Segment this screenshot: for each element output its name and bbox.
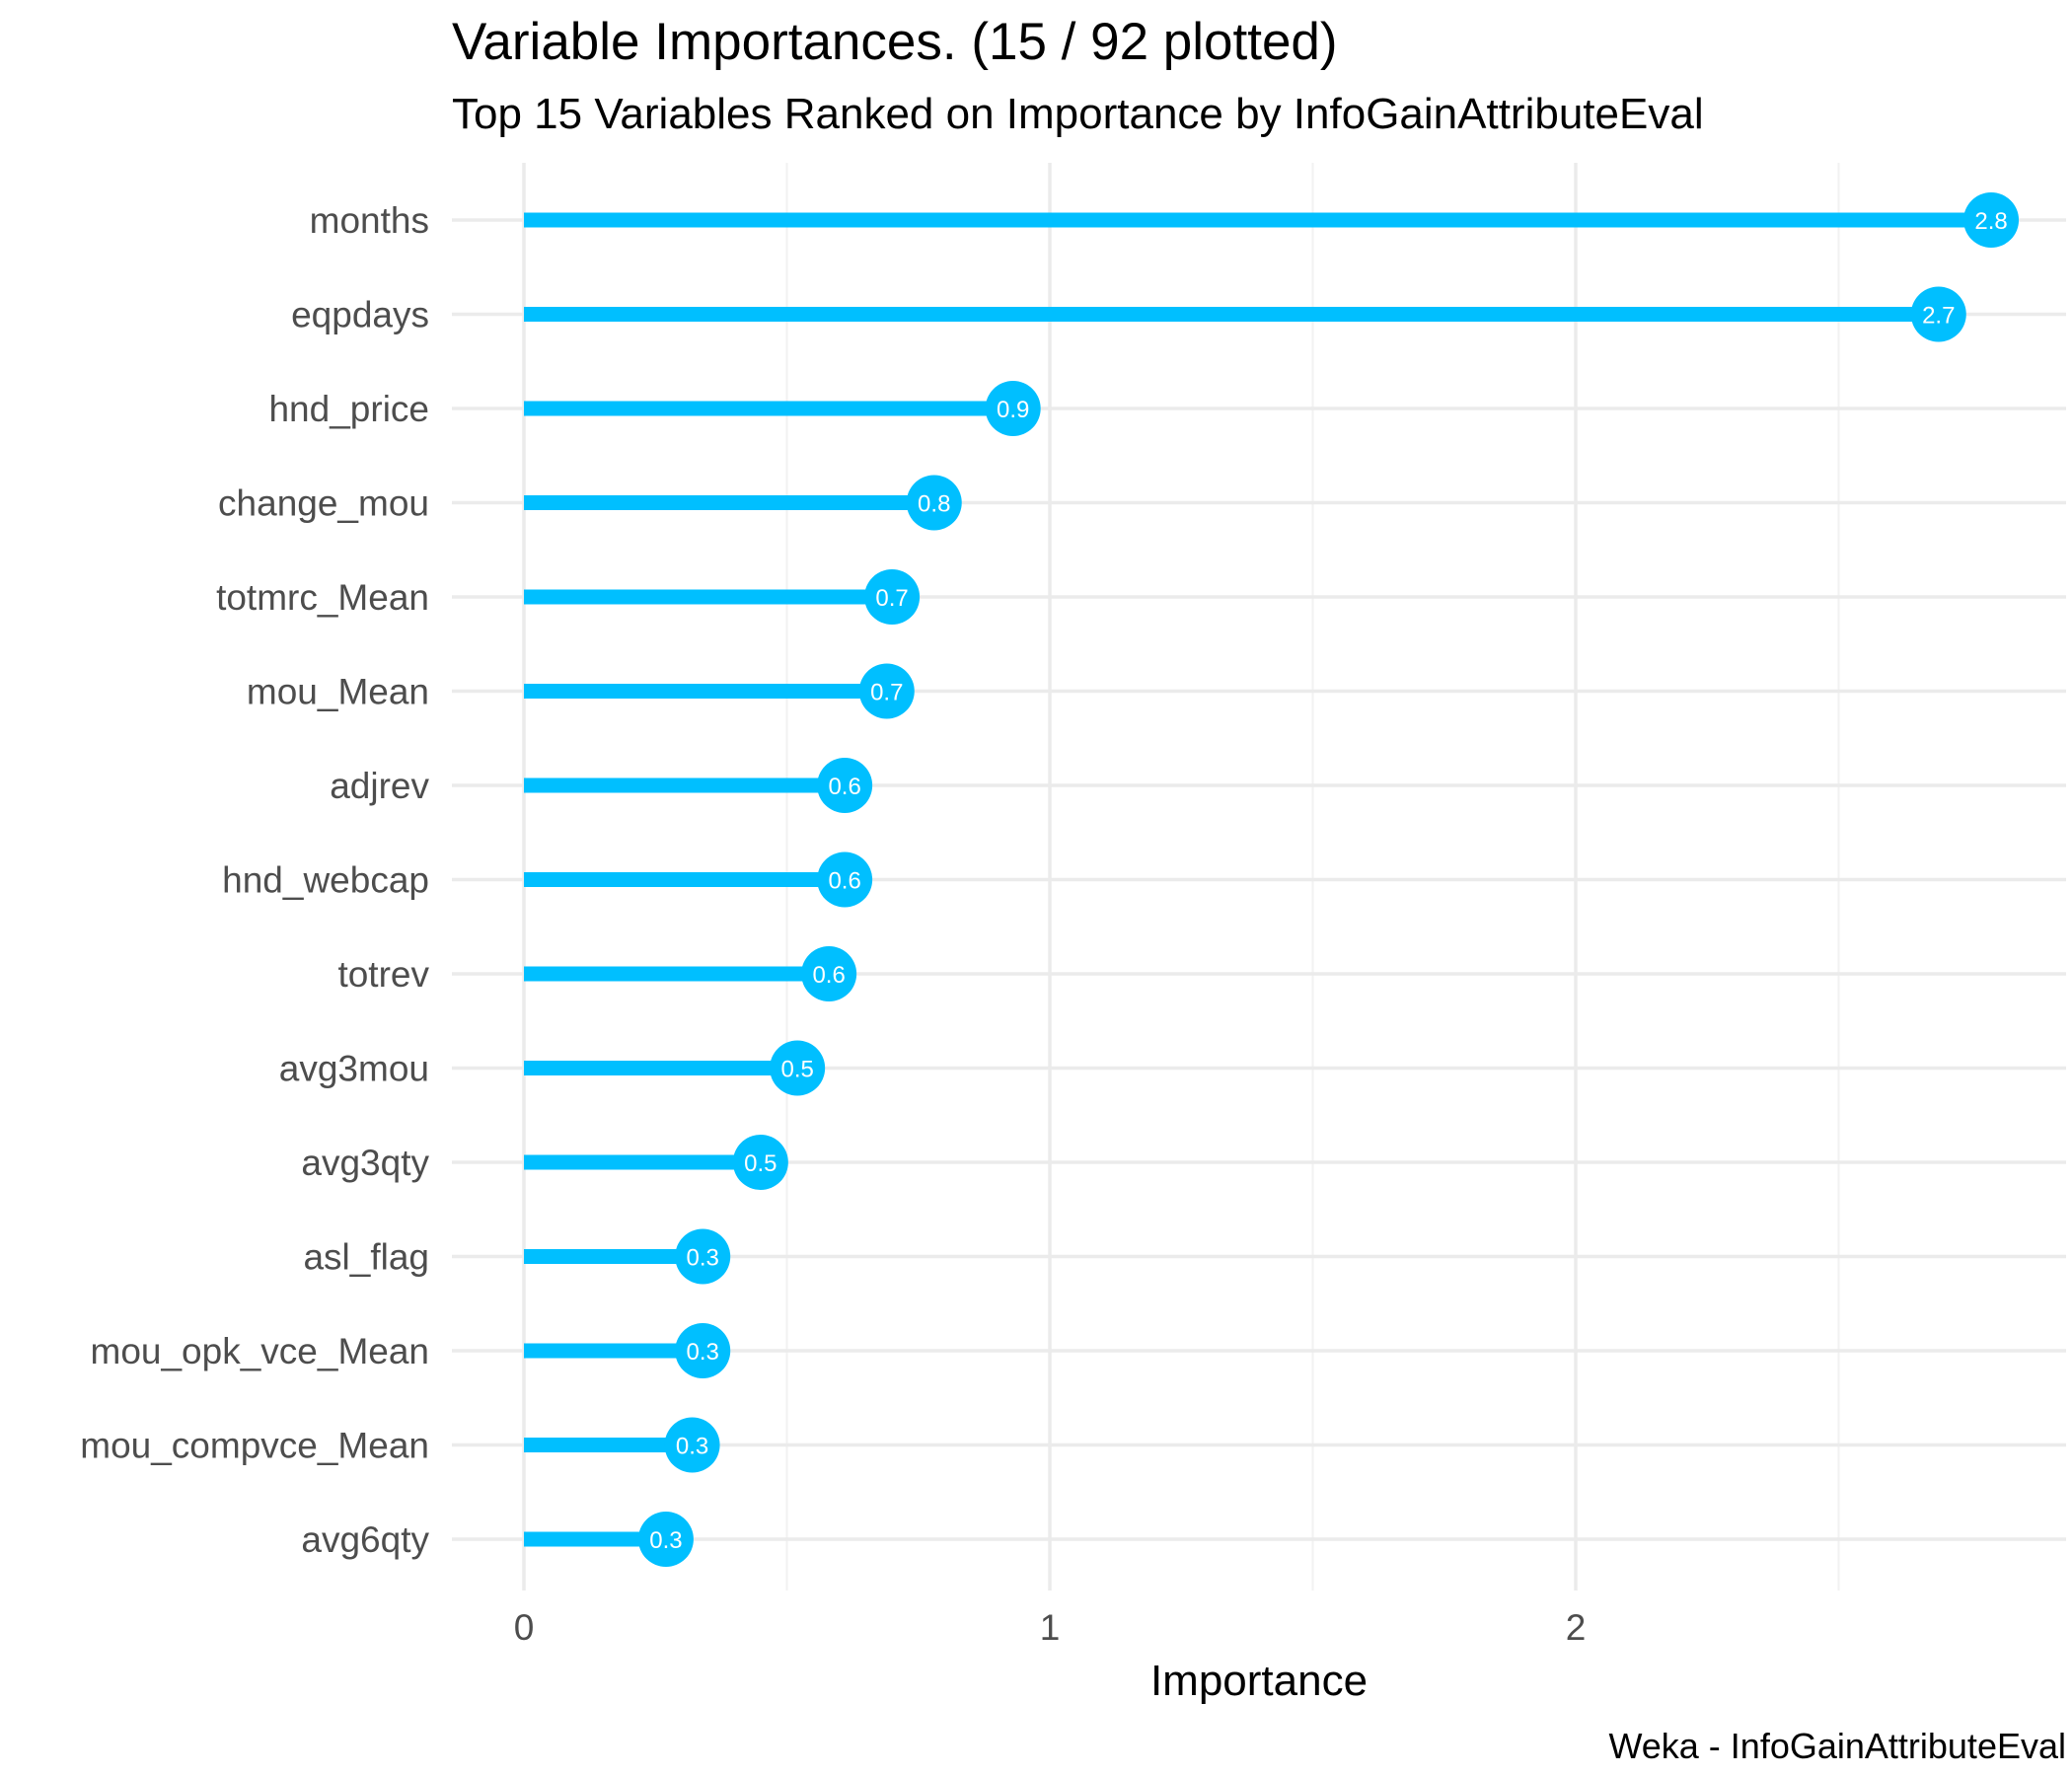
y-tick-label: hnd_webcap (222, 860, 429, 901)
lollipop-dot (732, 1135, 788, 1190)
x-tick-label: 2 (1566, 1607, 1587, 1648)
y-tick-label: totrev (337, 954, 429, 995)
lollipop-dot (906, 475, 962, 531)
lollipop-dot (675, 1323, 731, 1378)
value-label: 2.7 (1922, 303, 1955, 330)
lollipop-dot (817, 758, 873, 813)
y-tick-label: mou_Mean (247, 672, 429, 712)
y-tick-label: avg6qty (301, 1519, 429, 1560)
lollipop-dot (675, 1228, 731, 1285)
chart-subtitle: Top 15 Variables Ranked on Importance by… (452, 90, 1704, 138)
value-label: 0.9 (997, 397, 1029, 423)
y-tick-label: eqpdays (291, 295, 429, 335)
y-tick-label: hnd_price (268, 389, 429, 429)
lollipop-dot (1963, 192, 2020, 248)
lollipop-dot (801, 946, 857, 1001)
value-label: 0.5 (780, 1057, 813, 1083)
value-label: 0.6 (828, 774, 860, 800)
x-tick-label: 0 (514, 1607, 535, 1648)
chart-caption: Weka - InfoGainAttributeEval (1608, 1726, 2066, 1766)
y-tick-label: adjrev (330, 766, 429, 806)
y-axis-labels: months eqpdays hnd_price change_mou totmrc_M… (80, 200, 429, 1560)
value-label: 0.7 (870, 680, 903, 706)
y-tick-label: avg3qty (301, 1143, 429, 1183)
y-tick-label: totmrc_Mean (216, 577, 429, 618)
lollipop-dot (985, 381, 1041, 436)
y-tick-label: change_mou (218, 483, 429, 524)
lollipop-dot (664, 1417, 720, 1473)
lollipop-dot (637, 1512, 694, 1567)
y-tick-label: mou_compvce_Mean (80, 1426, 429, 1466)
y-tick-label: mou_opk_vce_Mean (91, 1331, 430, 1371)
y-tick-label: months (310, 200, 429, 241)
x-axis-labels: 0 1 2 (514, 1607, 1587, 1648)
value-label: 0.8 (918, 491, 950, 518)
y-tick-label: asl_flag (303, 1237, 429, 1278)
lollipop-dot (817, 851, 873, 908)
value-label: 0.6 (828, 868, 860, 895)
value-label: 0.6 (812, 962, 845, 989)
value-label: 0.5 (744, 1150, 777, 1177)
value-label: 0.3 (649, 1527, 682, 1554)
value-label: 0.7 (875, 585, 908, 612)
value-label: 2.8 (1974, 208, 2007, 235)
x-tick-label: 1 (1040, 1607, 1061, 1648)
lollipop-dot (770, 1040, 826, 1096)
lollipop-marks: 2.8 2.7 0.9 0.8 0.7 0.7 0.6 0.6 0.6 0.5 0.5 0.3 0.3 0… (524, 192, 2020, 1567)
y-tick-label: avg3mou (279, 1049, 429, 1089)
value-label: 0.3 (687, 1245, 719, 1272)
value-label: 0.3 (676, 1434, 708, 1460)
lollipop-dot (1910, 286, 1966, 342)
value-label: 0.3 (687, 1339, 719, 1366)
x-axis-title: Importance (1150, 1657, 1368, 1705)
lollipop-dot (864, 569, 921, 625)
chart-title: Variable Importances. (15 / 92 plotted) (452, 13, 1338, 71)
lollipop-dot (858, 663, 915, 719)
